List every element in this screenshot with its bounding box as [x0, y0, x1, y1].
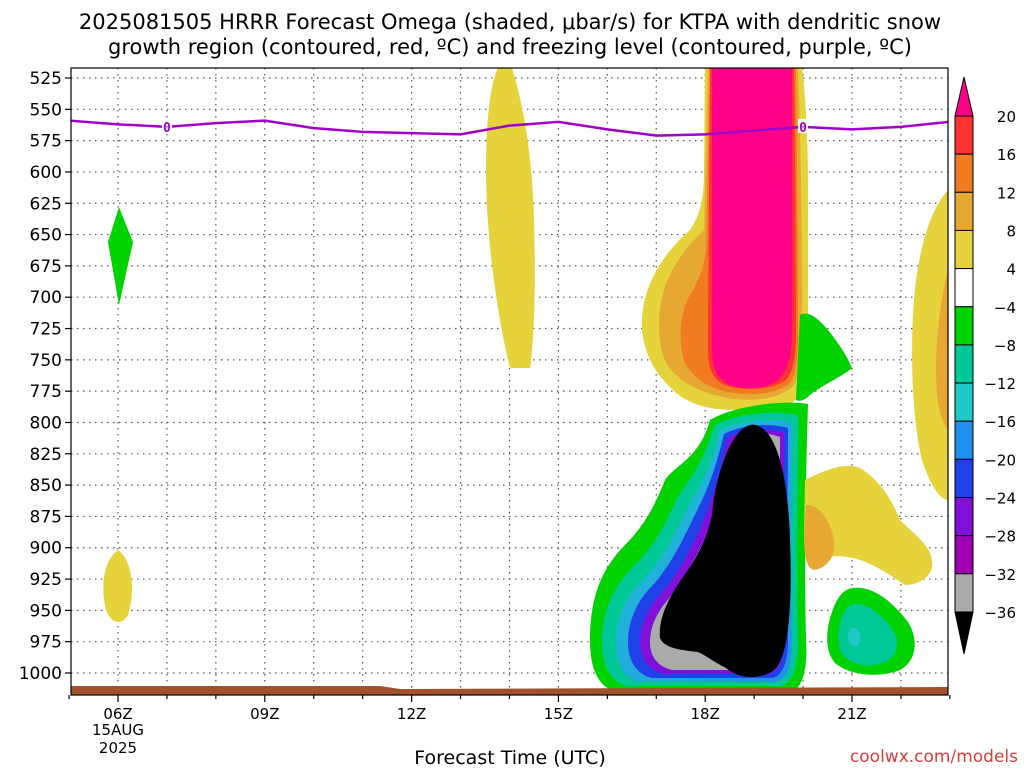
- freezing-label: 0: [163, 121, 171, 136]
- x-tick-label: 09Z: [250, 705, 279, 723]
- colorbar-segment: [954, 306, 974, 346]
- colorbar-level-label: −4: [994, 299, 1016, 317]
- colorbar-level-label: −28: [984, 528, 1016, 546]
- y-tick-label: 700: [30, 288, 62, 308]
- watermark-text: coolwx.com/models: [850, 747, 1018, 767]
- colorbar-bottom-arrow: [954, 611, 974, 655]
- y-tick-label: 925: [30, 570, 62, 590]
- chart-title-line1: 2025081505 HRRR Forecast Omega (shaded, …: [79, 10, 941, 34]
- colorbar-segment: [954, 344, 974, 384]
- y-tick-label: 825: [30, 445, 62, 465]
- y-tick-label: 550: [30, 100, 62, 120]
- y-axis: 525 550 575 600 625 650 675 700 725 750 775 800 825 8…: [19, 69, 71, 684]
- colorbar-level-label: −24: [984, 490, 1016, 508]
- omega-magenta-updraft: [712, 68, 792, 389]
- y-tick-label: 725: [30, 320, 62, 340]
- x-tick-label: 12Z: [397, 705, 426, 723]
- colorbar-segment: [954, 115, 974, 155]
- colorbar-level-label: −12: [984, 375, 1016, 393]
- y-tick-label: 625: [30, 194, 62, 214]
- colorbar-level-label: −8: [994, 337, 1016, 355]
- omega-green-patch-06z: [108, 207, 133, 305]
- y-tick-label: 800: [30, 413, 62, 433]
- x-tick-label: 21Z: [837, 705, 866, 723]
- chart-title-line2: growth region (contoured, red, ºC) and f…: [108, 35, 912, 59]
- x-axis: 06Z 09Z 12Z 15Z 18Z 21Z: [68, 695, 951, 723]
- x-tick-label: 18Z: [691, 705, 720, 723]
- y-tick-label: 775: [30, 382, 62, 402]
- x-tick-label: 15Z: [544, 705, 573, 723]
- y-tick-label: 950: [30, 601, 62, 621]
- x-tick-label: 06Z: [103, 705, 132, 723]
- y-tick-label: 750: [30, 351, 62, 371]
- colorbar-level-label: −20: [984, 451, 1016, 469]
- colorbar-level-label: 4: [1006, 261, 1016, 279]
- omega-yellow-lower-right: [804, 465, 933, 585]
- x-date-line2: 2025: [99, 739, 137, 757]
- y-tick-label: 675: [30, 257, 62, 277]
- colorbar-level-label: 12: [997, 184, 1016, 202]
- y-tick-label: 525: [30, 69, 62, 89]
- colorbar-segment: [954, 497, 974, 537]
- colorbar-level-label: −16: [984, 413, 1016, 431]
- omega-cyan-blob-21z: [848, 627, 861, 647]
- freezing-label: 0: [799, 121, 807, 136]
- colorbar-level-label: −32: [984, 566, 1016, 584]
- colorbar-level-label: 8: [1006, 222, 1016, 240]
- omega-green-arm: [796, 313, 852, 401]
- colorbar-level-label: −36: [984, 604, 1016, 622]
- omega-yellow-patch-06z: [103, 550, 133, 622]
- x-axis-label: Forecast Time (UTC): [414, 747, 605, 768]
- x-date-line1: 15AUG: [92, 721, 144, 739]
- colorbar: 20 16 12 8 4 −4 −8 −12 −16 −20 −24 −28 −32 −36: [954, 76, 1016, 655]
- colorbar-segment: [954, 153, 974, 193]
- colorbar-segment: [954, 191, 974, 231]
- y-tick-label: 575: [30, 132, 62, 152]
- omega-tan-lower-right: [804, 505, 835, 570]
- colorbar-segment: [954, 382, 974, 422]
- colorbar-segment: [954, 573, 974, 613]
- colorbar-top-arrow: [954, 76, 974, 117]
- colorbar-segment: [954, 420, 974, 460]
- colorbar-segment: [954, 268, 974, 308]
- y-tick-label: 975: [30, 633, 62, 653]
- colorbar-level-label: 20: [997, 108, 1016, 126]
- y-tick-label: 600: [30, 163, 62, 183]
- freezing-label-bg: [798, 118, 809, 133]
- colorbar-segment: [954, 535, 974, 575]
- omega-yellow-column-14z: [486, 68, 535, 368]
- y-tick-label: 650: [30, 226, 62, 246]
- omega-black-downdraft: [659, 424, 791, 677]
- ground-terrain-strip: [71, 686, 948, 695]
- freezing-label-bg: [161, 118, 172, 133]
- y-tick-label: 1000: [19, 664, 62, 684]
- y-tick-label: 875: [30, 507, 62, 527]
- y-tick-label: 900: [30, 539, 62, 559]
- y-tick-label: 850: [30, 476, 62, 496]
- colorbar-segment: [954, 229, 974, 270]
- omega-teal-blob-21z: [838, 604, 898, 666]
- omega-tan-right-edge: [936, 270, 948, 430]
- omega-yellow-right-edge: [912, 190, 948, 500]
- colorbar-segment: [954, 458, 974, 499]
- colorbar-level-label: 16: [997, 146, 1016, 164]
